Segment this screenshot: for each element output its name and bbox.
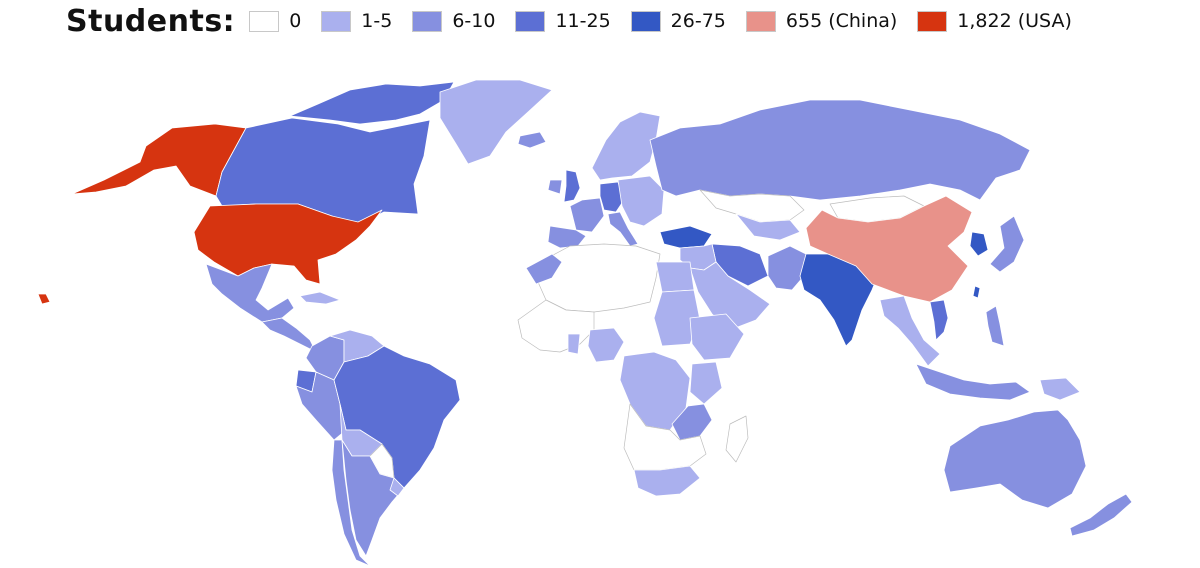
country-southeast-asia[interactable]: [879, 295, 941, 367]
country-indonesia[interactable]: [915, 363, 1031, 401]
country-ghana[interactable]: [567, 333, 581, 355]
legend-label-0: 0: [289, 10, 302, 32]
legend-item-5: 655 (China): [745, 10, 898, 32]
country-china[interactable]: [805, 195, 973, 303]
country-philippines[interactable]: [985, 305, 1005, 347]
legend-label-5: 655 (China): [785, 10, 898, 32]
country-united-kingdom[interactable]: [563, 169, 581, 203]
country-mexico[interactable]: [205, 263, 295, 323]
country-scandinavia[interactable]: [591, 111, 661, 181]
north-america: [37, 79, 553, 353]
country-korea[interactable]: [969, 231, 989, 257]
country-japan[interactable]: [989, 215, 1025, 273]
asia: [649, 99, 1081, 401]
country-greenland[interactable]: [439, 79, 553, 165]
country-western-europe[interactable]: [569, 197, 605, 233]
country-canada[interactable]: [215, 117, 431, 227]
country-eastern-europe[interactable]: [617, 175, 665, 227]
country-uruguay[interactable]: [389, 477, 405, 497]
country-iceland[interactable]: [517, 131, 547, 149]
legend-label-4: 26-75: [670, 10, 726, 32]
country-russia[interactable]: [649, 99, 1031, 201]
country-egypt[interactable]: [655, 261, 695, 293]
country-kazakhstan[interactable]: [699, 189, 805, 223]
country-new-zealand[interactable]: [1069, 493, 1133, 537]
legend-title: Students:: [66, 3, 236, 39]
country-hawaii[interactable]: [37, 293, 51, 305]
country-canadian-arctic[interactable]: [289, 81, 455, 125]
country-argentina[interactable]: [341, 439, 405, 557]
legend-label-6: 1,822 (USA): [957, 10, 1072, 32]
legend-swatch-6: [917, 10, 948, 32]
legend-label-3: 11-25: [555, 10, 611, 32]
country-italy[interactable]: [607, 211, 639, 247]
legend-item-3: 11-25: [515, 10, 611, 32]
country-pakistan[interactable]: [767, 245, 807, 291]
legend-item-6: 1,822 (USA): [917, 10, 1072, 32]
oceania: [943, 409, 1133, 537]
country-papua-new-guinea[interactable]: [1039, 377, 1081, 401]
legend-item-4: 26-75: [630, 10, 726, 32]
south-america: [295, 329, 461, 567]
country-morocco[interactable]: [525, 253, 563, 285]
country-north-africa[interactable]: [537, 243, 661, 313]
country-vietnam[interactable]: [929, 299, 949, 341]
legend: Students: 0 1-5 6-10 11-25 26-75 655 (Ch…: [66, 2, 1092, 40]
legend-label-1: 1-5: [361, 10, 393, 32]
legend-swatch-3: [515, 10, 546, 32]
legend-item-1: 1-5: [321, 10, 392, 32]
africa: [517, 243, 749, 497]
country-south-africa[interactable]: [633, 465, 701, 497]
country-australia[interactable]: [943, 409, 1087, 509]
legend-item-0: 0: [249, 10, 301, 32]
country-ethiopia[interactable]: [689, 313, 745, 361]
legend-swatch-5: [745, 10, 776, 32]
country-taiwan[interactable]: [972, 285, 981, 299]
country-sudan[interactable]: [653, 289, 701, 347]
country-madagascar[interactable]: [725, 415, 749, 463]
country-chile[interactable]: [331, 439, 371, 567]
country-nigeria[interactable]: [587, 327, 625, 363]
country-central-asia[interactable]: [735, 213, 801, 241]
legend-item-2: 6-10: [412, 10, 495, 32]
country-kenya[interactable]: [689, 361, 723, 405]
country-saudi-arabia[interactable]: [689, 261, 771, 331]
europe: [517, 111, 665, 249]
country-turkey[interactable]: [659, 225, 713, 249]
legend-swatch-1: [321, 10, 352, 32]
legend-swatch-0: [249, 10, 280, 32]
legend-label-2: 6-10: [452, 10, 496, 32]
country-ireland[interactable]: [547, 179, 563, 195]
country-southern-africa[interactable]: [623, 403, 707, 471]
country-central-america[interactable]: [261, 317, 317, 353]
legend-swatch-2: [412, 10, 443, 32]
country-united-states[interactable]: [193, 203, 383, 285]
country-cuba[interactable]: [299, 291, 341, 305]
legend-swatch-4: [630, 10, 661, 32]
